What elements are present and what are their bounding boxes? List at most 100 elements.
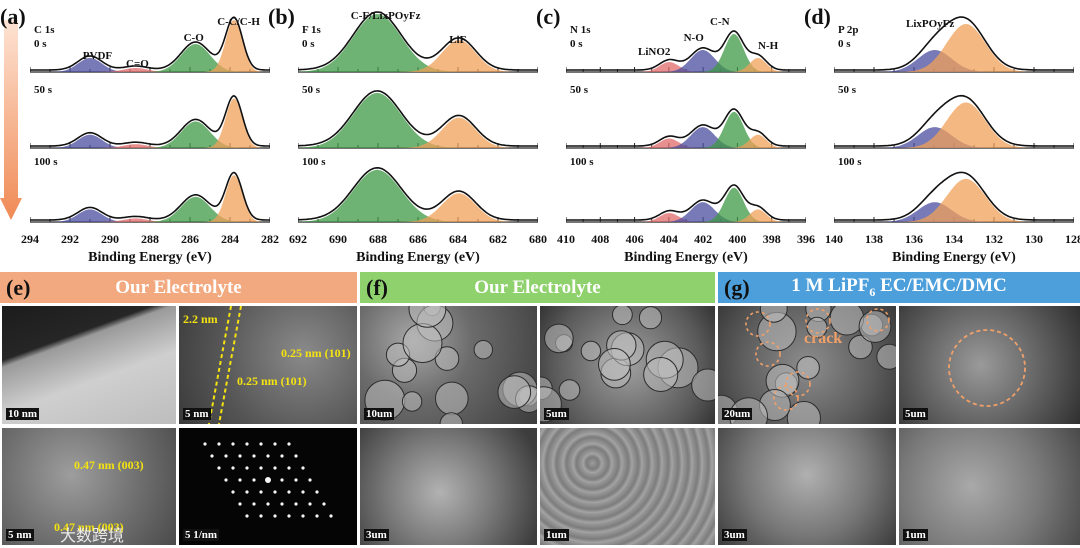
- particle: [643, 357, 679, 392]
- envelope-curve: [834, 171, 1074, 221]
- etching-time-label: 0 s: [838, 38, 851, 50]
- tick-label: 290: [101, 232, 119, 246]
- scale-bar-label: 20um: [722, 408, 753, 420]
- peak-label: LixPOyFz: [906, 18, 955, 30]
- sem-f-4: 1um: [540, 428, 715, 545]
- envelope-curve: [834, 94, 1074, 147]
- diffraction-spot: [315, 514, 319, 518]
- fit-peak-orange: [728, 209, 788, 222]
- diffraction-spot: [217, 466, 221, 470]
- diffraction-spot: [280, 454, 284, 458]
- annotation-dspacing-c: 0.47 nm (003): [74, 458, 144, 472]
- banner-f-letter: (f): [366, 274, 388, 300]
- banner-g-letter: (g): [724, 274, 750, 300]
- diffraction-spot: [308, 502, 312, 506]
- diffraction-spot: [301, 514, 305, 518]
- panel-letter: (b): [268, 4, 295, 29]
- fit-peak-green: [298, 14, 462, 72]
- diffraction-spot: [224, 454, 228, 458]
- tem-image-bottom-left: 0.47 nm (003) 0.47 nm (003) 5 nm: [2, 428, 176, 545]
- diffraction-spot: [252, 454, 256, 458]
- diffraction-spot: [266, 454, 270, 458]
- annotation-dspacing-b: 0.25 nm (101): [237, 374, 307, 388]
- diffraction-spot: [294, 502, 298, 506]
- diffraction-spot: [259, 490, 263, 494]
- fit-peak-green: [700, 187, 768, 222]
- diffraction-spot: [273, 490, 277, 494]
- envelope-curve: [566, 108, 806, 147]
- fit-peak-blue: [660, 50, 745, 72]
- xps-spectrum-p-2p: [834, 16, 1074, 223]
- etching-time-label: 50 s: [570, 84, 589, 96]
- diffraction-spot: [231, 490, 235, 494]
- diffraction-spot: [238, 478, 242, 482]
- peak-label: C-F/LixPOyFz: [350, 10, 421, 22]
- tick-label: 690: [329, 232, 347, 246]
- axis-title: Binding Energy (eV): [624, 250, 748, 265]
- fit-peak-red: [93, 68, 178, 72]
- tick-label: 286: [181, 232, 199, 246]
- diffraction-spot: [287, 442, 291, 446]
- tick-label: 282: [261, 232, 279, 246]
- tick-label: 684: [449, 232, 467, 246]
- particle: [759, 306, 788, 323]
- tick-label: 140: [825, 232, 843, 246]
- fit-peak-red: [635, 62, 703, 72]
- particle: [691, 368, 715, 402]
- diffraction-spot: [259, 514, 263, 518]
- etching-time-label: 0 s: [302, 38, 315, 50]
- diffraction-spot: [238, 454, 242, 458]
- diffraction-spot: [245, 466, 249, 470]
- banner-f-text: Our Electrolyte: [474, 276, 601, 298]
- envelope-curve: [298, 166, 538, 221]
- particle: [598, 348, 631, 381]
- diffraction-spot: [301, 466, 305, 470]
- tick-label: 398: [762, 232, 781, 246]
- fit-peak-orange: [204, 20, 264, 72]
- fit-peak-orange: [728, 134, 788, 148]
- tick-label: 138: [865, 232, 883, 246]
- annotation-dspacing-a: 0.25 nm (101): [281, 346, 351, 360]
- diffraction-spot: [266, 502, 270, 506]
- scale-bar-label: 1um: [903, 529, 928, 541]
- fit-peak-orange: [400, 193, 518, 222]
- axis-title: Binding Energy (eV): [88, 250, 212, 265]
- panel-letter: (c): [536, 4, 561, 29]
- annotation-dspacing-d: 0.47 nm (003): [54, 520, 124, 534]
- diffraction-spot: [273, 514, 277, 518]
- tick-label: 284: [221, 232, 239, 246]
- peak-label: C-O: [183, 32, 204, 44]
- etching-time-label: 50 s: [302, 84, 321, 96]
- fit-peak-orange: [728, 58, 788, 72]
- scale-bar-label: 5 1/nm: [183, 529, 220, 541]
- diffraction-spot: [245, 490, 249, 494]
- diffraction-spot: [245, 442, 249, 446]
- diffraction-spot: [203, 442, 207, 446]
- fit-peak-orange: [898, 24, 1034, 72]
- peak-label: LiF: [449, 34, 467, 46]
- particle: [439, 412, 463, 424]
- particle: [408, 306, 447, 328]
- particle: [401, 391, 423, 412]
- diffraction-spot: [265, 477, 271, 483]
- sem-f-3: 3um: [360, 428, 537, 545]
- particle: [848, 334, 873, 360]
- diffraction-spot: [259, 466, 263, 470]
- particle: [402, 323, 443, 364]
- scale-bar-label: 5um: [544, 408, 569, 420]
- banner-e-text: Our Electrolyte: [115, 276, 242, 298]
- diffraction-spot: [280, 478, 284, 482]
- diffraction-spot: [231, 442, 235, 446]
- diffraction-spot: [294, 478, 298, 482]
- core-level-label: P 2p: [838, 24, 859, 36]
- particle: [638, 306, 663, 330]
- fit-peak-green: [145, 196, 246, 222]
- particle: [544, 323, 574, 354]
- sem-g-2: 5um: [899, 306, 1080, 424]
- peak-label: C-C/C-H: [217, 16, 260, 28]
- diffraction-spot: [301, 490, 305, 494]
- etching-time-label: 100 s: [34, 156, 58, 168]
- tick-label: 128: [1065, 232, 1080, 246]
- fit-peak-red: [635, 213, 703, 222]
- scale-bar-label: 3um: [722, 529, 747, 541]
